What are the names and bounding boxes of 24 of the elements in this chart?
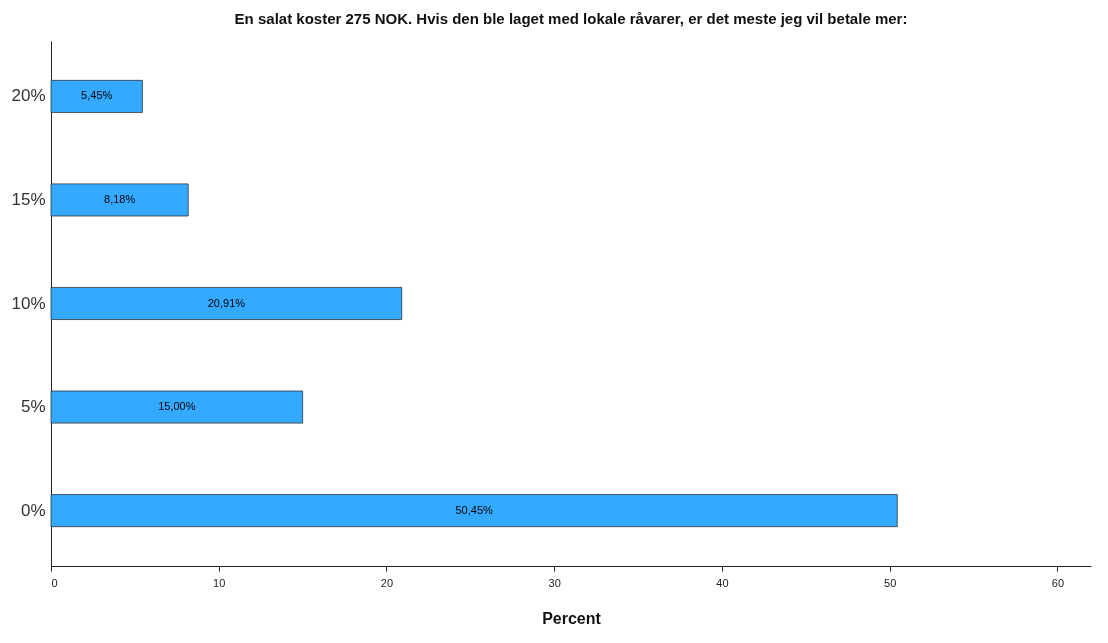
bar: [50, 183, 189, 217]
x-tick-label: 10: [213, 576, 226, 589]
x-tick-label: 40: [716, 576, 729, 589]
data-label: 20,91%: [207, 296, 246, 309]
data-label: 8,18%: [104, 192, 136, 205]
x-tick-label: 50: [884, 576, 897, 589]
bar: [50, 494, 898, 528]
y-tick-label: 20%: [11, 86, 46, 106]
chart-title: En salat koster 275 NOK. Hvis den ble laget med lokale råvarer, er det meste jeg vil betale mer:: [234, 10, 908, 27]
bar: [50, 79, 143, 113]
y-tick-label: 5%: [20, 397, 46, 417]
data-label: 5,45%: [81, 89, 113, 102]
x-tick-label: 60: [1051, 576, 1065, 589]
y-tick-label: 0%: [20, 500, 46, 520]
bar: [50, 390, 304, 424]
y-tick-label: 15%: [11, 189, 46, 209]
x-tick-label: 20: [380, 576, 394, 589]
y-tick-label: 10%: [11, 293, 46, 313]
data-label: 15,00%: [158, 400, 196, 413]
x-axis-title: Percent: [542, 609, 602, 627]
data-label: 50,45%: [455, 503, 493, 516]
x-tick-label: 30: [548, 576, 561, 589]
x-tick-label: 0: [51, 576, 58, 589]
bar: [50, 287, 403, 320]
